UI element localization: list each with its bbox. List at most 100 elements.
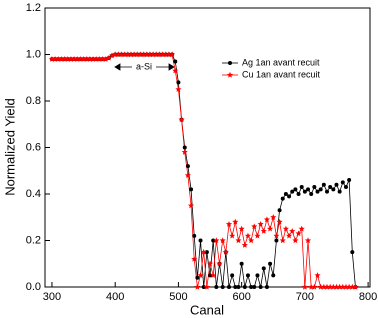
x-tick-label: 500 xyxy=(169,291,187,303)
data-point xyxy=(301,283,308,290)
data-point xyxy=(112,51,119,58)
data-point xyxy=(222,248,229,255)
data-point xyxy=(271,273,276,278)
data-point xyxy=(314,272,321,278)
data-point xyxy=(312,185,317,190)
data-point xyxy=(191,255,198,262)
data-point xyxy=(206,260,214,267)
data-point xyxy=(93,55,100,62)
data-point xyxy=(127,51,135,58)
data-point xyxy=(331,187,336,192)
y-tick-label: 0.4 xyxy=(26,188,41,200)
data-point xyxy=(347,178,352,183)
data-point xyxy=(210,272,217,278)
data-point xyxy=(236,285,241,289)
data-point xyxy=(268,261,273,266)
data-point xyxy=(137,51,144,58)
data-point xyxy=(80,55,87,62)
data-point xyxy=(350,250,355,255)
data-point xyxy=(261,266,266,271)
data-point xyxy=(270,214,277,220)
data-point xyxy=(90,55,97,62)
data-point xyxy=(172,67,179,74)
data-point xyxy=(182,145,187,150)
data-point xyxy=(238,225,245,232)
data-point xyxy=(233,285,238,289)
data-point xyxy=(230,273,235,278)
legend-marker xyxy=(228,61,232,65)
data-point xyxy=(263,216,270,223)
data-point xyxy=(239,261,244,266)
data-point xyxy=(286,232,293,239)
legend-marker xyxy=(226,71,234,78)
data-point xyxy=(339,283,346,290)
data-point xyxy=(194,283,201,290)
data-point xyxy=(143,51,150,58)
annotation: a-Si xyxy=(136,61,152,71)
data-point xyxy=(188,202,195,209)
data-point xyxy=(197,272,204,278)
data-point xyxy=(77,55,84,62)
data-point xyxy=(251,223,258,230)
data-point xyxy=(352,283,359,290)
data-point xyxy=(296,192,301,196)
data-point xyxy=(189,187,194,192)
data-point xyxy=(162,51,169,58)
data-point xyxy=(156,51,163,58)
data-point xyxy=(306,187,311,192)
data-point xyxy=(342,283,350,290)
y-tick-label: 1.2 xyxy=(26,2,41,14)
data-point xyxy=(140,51,147,58)
data-point xyxy=(96,55,103,62)
data-point xyxy=(245,273,250,278)
legend-label: Ag 1an avant recuit xyxy=(242,57,320,67)
data-point xyxy=(273,232,280,239)
x-tick-label: 400 xyxy=(106,291,124,303)
data-point xyxy=(287,194,292,199)
data-point xyxy=(336,283,343,290)
data-point xyxy=(64,55,71,62)
data-point xyxy=(232,218,239,225)
data-point xyxy=(185,164,190,169)
data-point xyxy=(311,283,318,290)
x-tick-label: 300 xyxy=(43,291,61,303)
data-point xyxy=(309,192,314,196)
data-point xyxy=(241,241,248,248)
data-point xyxy=(346,283,353,290)
data-point xyxy=(289,228,296,234)
data-point xyxy=(198,238,203,243)
data-point xyxy=(153,51,160,58)
y-tick-label: 0.8 xyxy=(26,95,41,107)
data-point xyxy=(115,51,122,58)
data-point xyxy=(203,283,210,290)
data-point xyxy=(124,51,131,58)
x-tick-label: 800 xyxy=(359,291,377,303)
y-axis-title: Normalized Yield xyxy=(2,98,17,196)
data-point xyxy=(86,55,93,62)
data-point xyxy=(249,285,254,289)
data-point xyxy=(279,237,286,244)
data-point xyxy=(315,189,320,194)
data-point xyxy=(317,283,324,290)
data-point xyxy=(277,208,282,213)
data-point xyxy=(325,189,330,194)
data-point xyxy=(333,283,340,290)
data-point xyxy=(165,51,172,58)
data-point xyxy=(213,237,220,244)
data-point xyxy=(225,221,233,227)
data-point xyxy=(274,238,279,243)
data-point xyxy=(252,285,257,289)
data-point xyxy=(169,51,176,58)
data-point xyxy=(118,51,125,58)
data-point xyxy=(257,221,264,227)
data-point xyxy=(235,237,242,244)
data-point xyxy=(71,55,78,62)
data-point xyxy=(254,232,261,239)
y-tick-label: 0.0 xyxy=(26,281,41,293)
y-tick-label: 0.2 xyxy=(26,234,41,246)
data-point xyxy=(83,55,90,62)
x-axis-title: Canal xyxy=(190,302,224,317)
data-point xyxy=(55,55,62,62)
data-point xyxy=(340,180,345,185)
